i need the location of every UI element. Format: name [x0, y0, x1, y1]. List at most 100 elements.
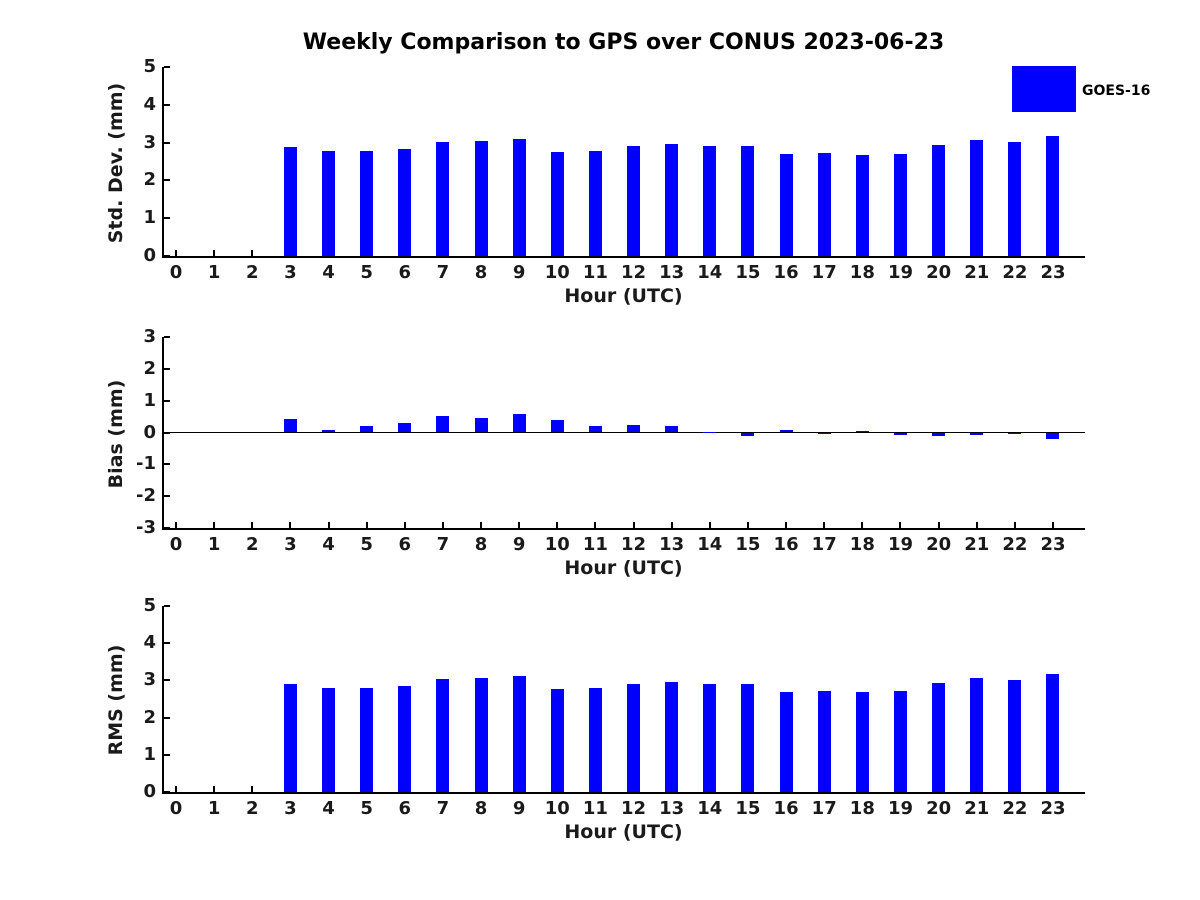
bar-hour-22: [1008, 142, 1022, 256]
y-tick-mark: [164, 399, 170, 402]
y-tick-mark: [164, 791, 170, 793]
x-tick-label: 12: [621, 534, 647, 555]
x-tick-label: 11: [582, 798, 608, 819]
x-tick-label: 9: [512, 534, 526, 555]
y-tick-label: 1: [143, 743, 156, 765]
x-tick-label: 3: [284, 262, 297, 283]
y-tick-mark: [164, 367, 170, 370]
x-tick-mark: [556, 522, 559, 528]
bar-hour-18: [855, 692, 869, 792]
subplot-std-dev: Std. Dev. (mm) 0 1 2 3 4 5 0 1 2 3 4 5 6 7 8 9 10 11 12 13 1…: [105, 56, 1085, 307]
plot-area-bias: -3 -2 -1 0 1 2 3 0 1 2 3 4 5 6 7 8 9 10 11 12 13 14 15 16 17 18 19…: [136, 326, 1085, 555]
y-axis-label-std-dev: Std. Dev. (mm): [105, 82, 127, 243]
x-tick-label: 23: [1040, 534, 1066, 555]
bar-hour-17: [817, 690, 831, 792]
y-tick-label: 5: [143, 56, 156, 77]
x-tick-label: 6: [398, 534, 412, 555]
x-tick-label: 19: [887, 262, 913, 283]
legend-label: GOES-16: [1082, 83, 1151, 99]
y-tick-mark: [164, 527, 170, 529]
x-tick-label: 9: [512, 262, 526, 283]
x-tick-label: 0: [169, 798, 183, 819]
x-tick-mark: [213, 786, 216, 792]
bar-hour-19: [893, 153, 907, 256]
y-tick-label: 4: [143, 93, 156, 115]
x-tick-label: 22: [1002, 262, 1028, 283]
y-tick-mark: [164, 141, 170, 144]
bar-hour-7: [436, 415, 450, 433]
bar-hour-14: [703, 431, 717, 433]
x-tick-label: 20: [926, 262, 952, 283]
bar-hour-13: [665, 144, 679, 256]
x-tick-label: 15: [735, 534, 761, 555]
x-tick-label: 22: [1002, 534, 1028, 555]
bar-hour-20: [932, 432, 946, 437]
bar-hour-23: [1046, 432, 1060, 440]
x-tick-label: 18: [849, 262, 875, 283]
subplot-bias: Bias (mm) -3 -2 -1 0 1 2 3 0 1 2 3 4 5 6 7 8 9 10 11 12 13 14…: [105, 326, 1085, 579]
y-tick-mark: [164, 103, 170, 106]
y-tick-mark: [164, 217, 170, 220]
x-tick-label: 8: [474, 262, 488, 283]
legend-swatch-goes-16: [1012, 66, 1076, 112]
y-tick-label: -3: [136, 517, 156, 538]
bar-hour-21: [970, 139, 984, 256]
x-tick-label: 13: [659, 798, 685, 819]
bar-hour-11: [588, 688, 602, 792]
x-tick-label: 10: [544, 262, 570, 283]
bar-hour-8: [474, 418, 488, 433]
x-tick-label: 12: [621, 262, 647, 283]
x-tick-label: 5: [360, 534, 373, 555]
x-tick-label: 5: [360, 798, 373, 819]
bar-hour-18: [855, 154, 869, 256]
y-tick-label: 2: [143, 169, 156, 191]
bar-hour-14: [703, 684, 717, 792]
x-tick-mark: [251, 250, 254, 256]
bar-hour-22: [1008, 432, 1022, 434]
y-tick-mark: [164, 336, 170, 338]
y-tick-label: -1: [136, 453, 156, 475]
x-tick-label: 15: [735, 262, 761, 283]
x-tick-label: 8: [474, 798, 488, 819]
x-tick-label: 7: [436, 262, 450, 283]
bar-hour-10: [550, 688, 564, 792]
bar-hour-5: [360, 150, 374, 256]
y-tick-label: 2: [143, 357, 156, 379]
x-tick-label: 11: [582, 262, 608, 283]
y-tick-label: -2: [136, 485, 156, 507]
x-tick-mark: [861, 522, 864, 528]
y-tick-mark: [164, 179, 170, 182]
x-tick-label: 20: [926, 534, 952, 555]
bar-hour-11: [588, 150, 602, 256]
bar-hour-10: [550, 419, 564, 433]
x-tick-label: 20: [926, 798, 952, 819]
bar-hour-7: [436, 678, 450, 792]
x-tick-label: 14: [697, 262, 723, 283]
bar-hour-14: [703, 146, 717, 256]
x-tick-mark: [480, 522, 483, 528]
bar-hour-23: [1046, 673, 1060, 792]
bar-hour-10: [550, 151, 564, 256]
bar-hour-4: [322, 688, 336, 792]
bar-hour-4: [322, 150, 336, 256]
x-tick-mark: [289, 522, 292, 528]
y-tick-label: 0: [143, 421, 156, 443]
x-axis-label-rms: Hour (UTC): [564, 821, 683, 843]
x-tick-mark: [746, 522, 749, 528]
x-tick-label: 1: [207, 262, 221, 283]
y-tick-mark: [164, 66, 170, 68]
x-tick-mark: [594, 522, 597, 528]
x-tick-mark: [251, 522, 254, 528]
x-axis-label-std-dev: Hour (UTC): [564, 285, 683, 307]
x-tick-label: 4: [322, 262, 335, 283]
bar-hour-21: [970, 432, 984, 436]
x-tick-mark: [175, 786, 177, 792]
bar-hour-5: [360, 688, 374, 792]
x-tick-label: 13: [659, 534, 685, 555]
x-tick-mark: [251, 786, 254, 792]
x-tick-label: 10: [544, 534, 570, 555]
x-tick-mark: [518, 522, 521, 528]
x-tick-mark: [785, 522, 788, 528]
x-tick-label: 11: [582, 534, 608, 555]
x-tick-mark: [1051, 522, 1054, 528]
